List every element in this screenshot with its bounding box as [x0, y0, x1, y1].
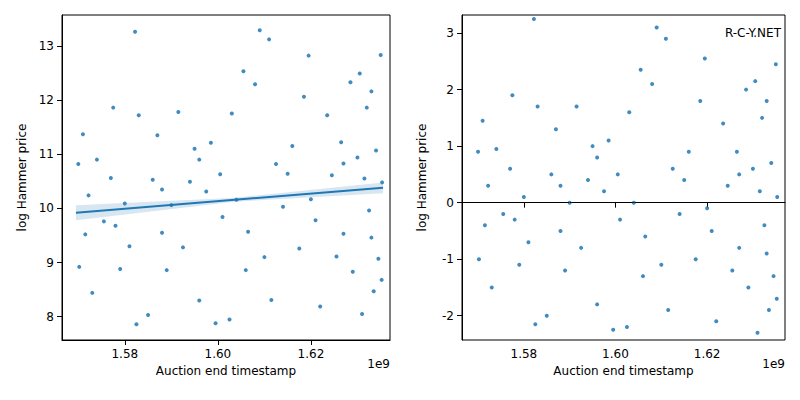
svg-text:R-C-Y.NET: R-C-Y.NET — [725, 26, 782, 40]
svg-text:Auction end timestamp: Auction end timestamp — [553, 364, 693, 378]
svg-text:1.58: 1.58 — [510, 347, 537, 361]
svg-text:2: 2 — [446, 83, 454, 97]
svg-text:11: 11 — [39, 147, 54, 161]
svg-text:8: 8 — [46, 310, 54, 324]
svg-text:3: 3 — [446, 26, 454, 40]
svg-text:13: 13 — [39, 39, 54, 53]
svg-text:1.60: 1.60 — [204, 347, 231, 361]
svg-text:1: 1 — [446, 139, 454, 153]
svg-text:1.58: 1.58 — [111, 347, 138, 361]
svg-text:log Hammer price: log Hammer price — [415, 124, 429, 232]
svg-text:10: 10 — [39, 201, 54, 215]
svg-text:9: 9 — [46, 256, 54, 270]
svg-text:1.62: 1.62 — [694, 347, 721, 361]
svg-text:1e9: 1e9 — [367, 357, 390, 371]
svg-text:-1: -1 — [442, 252, 454, 266]
svg-text:-2: -2 — [442, 309, 454, 323]
svg-text:12: 12 — [39, 93, 54, 107]
svg-text:Auction end timestamp: Auction end timestamp — [156, 364, 296, 378]
svg-text:1.62: 1.62 — [298, 347, 325, 361]
svg-text:log Hammer price: log Hammer price — [15, 124, 29, 232]
svg-text:0: 0 — [446, 196, 454, 210]
svg-text:1e9: 1e9 — [762, 357, 785, 371]
svg-text:1.60: 1.60 — [602, 347, 629, 361]
